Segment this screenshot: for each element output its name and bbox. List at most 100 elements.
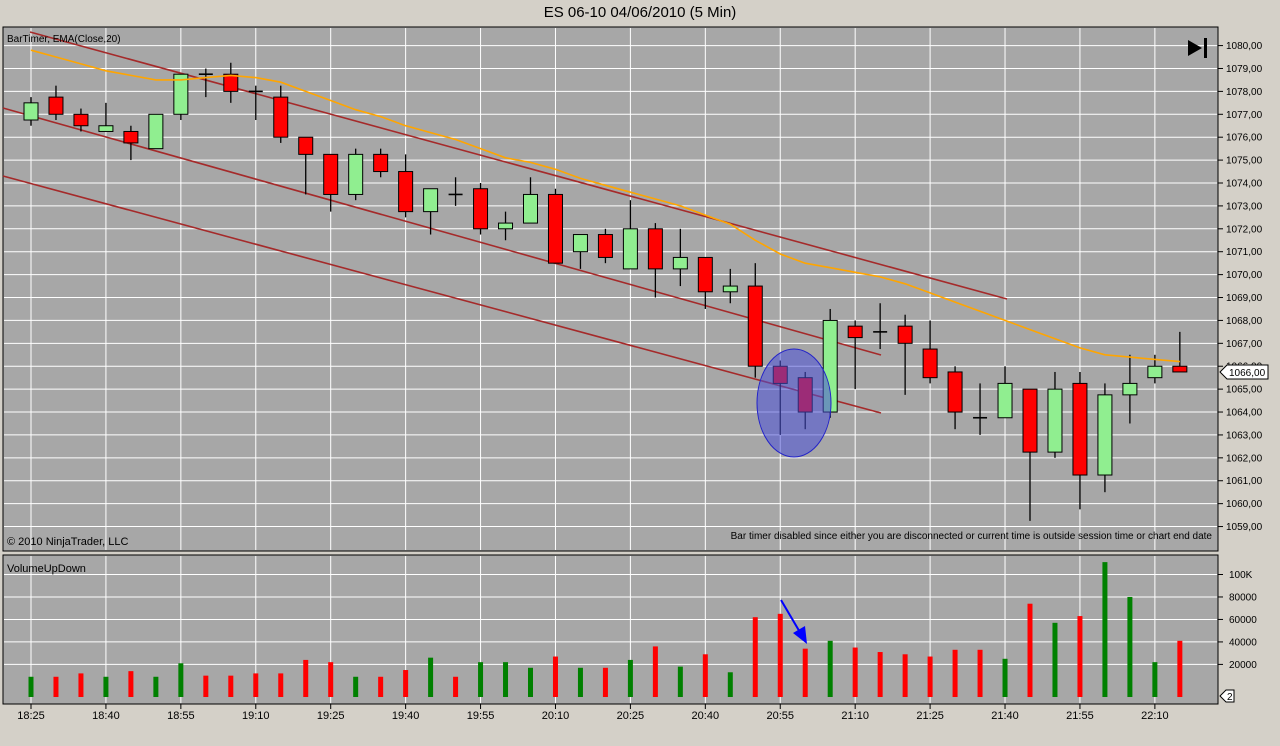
- volume-last-marker: 2: [1219, 689, 1235, 703]
- candle-down: [897, 325, 913, 344]
- regression-channel: [2, 31, 1008, 414]
- candle-down: [847, 325, 863, 339]
- candle-up: [1047, 388, 1063, 453]
- price-tick-label: 1070,00: [1226, 270, 1263, 281]
- volume-bar-down: [1177, 640, 1183, 697]
- time-tick-label: 20:25: [617, 710, 645, 722]
- candle-down: [697, 256, 713, 293]
- chart-window-title: ES 06-10 04/06/2010 (5 Min): [543, 4, 737, 21]
- volume-bar-down: [877, 652, 883, 697]
- volume-bar-down: [927, 656, 933, 697]
- player-end-icon[interactable]: [1188, 38, 1207, 58]
- volume-bar-up: [1052, 622, 1058, 697]
- volume-tick-label: 40000: [1229, 637, 1257, 648]
- chart-canvas[interactable]: 1080,00 1079,00 1078,00 1077,00 1076,00 1075,…: [0, 26, 1280, 746]
- price-tick-label: 1075,00: [1226, 156, 1263, 167]
- volume-bar-down: [802, 648, 808, 697]
- candle-up: [23, 102, 39, 121]
- volume-bar-down: [702, 654, 708, 697]
- volume-bar-down: [952, 649, 958, 697]
- volume-tick-label: 60000: [1229, 615, 1257, 626]
- time-tick-label: 20:10: [542, 710, 570, 722]
- volume-bar-down: [1027, 603, 1033, 697]
- time-axis: 18:25 18:40 18:55 19:10 19:25 19:40 19:55 20:10…: [17, 704, 1169, 722]
- price-tick-label: 1059,00: [1226, 522, 1263, 533]
- volume-axis: 100K 80000 60000 40000 20000: [1218, 570, 1257, 671]
- volume-panel[interactable]: [2, 554, 1219, 705]
- candle-up: [348, 153, 364, 195]
- candle-down: [73, 113, 89, 127]
- time-tick-label: 21:10: [841, 710, 869, 722]
- candle-up: [98, 125, 114, 132]
- candle-down: [547, 193, 563, 264]
- volume-bar-down: [203, 675, 209, 697]
- time-tick-label: 18:40: [92, 710, 120, 722]
- time-tick-label: 19:40: [392, 710, 420, 722]
- time-tick-label: 19:25: [317, 710, 345, 722]
- candle-down: [48, 96, 64, 115]
- candle-down: [373, 153, 389, 173]
- volume-bar-down: [253, 673, 259, 697]
- volume-bar-down: [902, 654, 908, 697]
- volume-bar-down: [303, 659, 309, 697]
- volume-bar-up: [627, 659, 633, 697]
- volume-bar-down: [977, 649, 983, 697]
- candle-up: [173, 73, 189, 115]
- price-axis: 1080,00 1079,00 1078,00 1077,00 1076,00 1075,…: [1218, 41, 1263, 533]
- price-tick-label: 1063,00: [1226, 430, 1263, 441]
- candle-up: [498, 222, 514, 230]
- candle-down: [747, 285, 763, 367]
- volume-bar-down: [777, 613, 783, 697]
- candle-up: [722, 285, 738, 293]
- volume-bar-up: [528, 667, 533, 697]
- candle-down: [922, 348, 938, 379]
- price-tick-label: 1072,00: [1226, 224, 1263, 235]
- volume-bar-down: [78, 673, 84, 697]
- volume-bar-up: [1127, 596, 1133, 697]
- price-tick-label: 1076,00: [1226, 133, 1263, 144]
- volume-bar-up: [677, 666, 683, 697]
- volume-bar-up: [28, 676, 34, 697]
- volume-bar-up: [503, 662, 509, 697]
- volume-bar-up: [153, 676, 159, 697]
- candle-up: [523, 193, 538, 224]
- volume-bar-down: [602, 667, 608, 697]
- volume-bar-up: [577, 667, 583, 697]
- volume-bar-up: [103, 676, 109, 697]
- volume-tick-label: 100K: [1229, 570, 1253, 581]
- highlight-ellipse: [756, 348, 832, 458]
- price-tick-label: 1065,00: [1226, 385, 1263, 396]
- time-tick-label: 20:40: [692, 710, 720, 722]
- volume-bar-up: [353, 676, 359, 697]
- volume-bar-up: [1152, 662, 1158, 697]
- volume-bar-down: [228, 675, 234, 697]
- volume-bar-up: [727, 672, 733, 697]
- channel-lower-line: [2, 175, 882, 414]
- volume-bar-down: [1077, 616, 1083, 697]
- candle-up: [997, 382, 1013, 419]
- volume-bar-up: [178, 663, 184, 697]
- candle-down: [647, 228, 663, 270]
- candle-down: [323, 153, 339, 195]
- volume-bar-up: [1002, 658, 1008, 697]
- candle-down: [398, 171, 414, 213]
- volume-tick-label: 80000: [1229, 592, 1257, 603]
- volume-bar-down: [278, 673, 284, 697]
- volume-bar-down: [752, 617, 758, 697]
- time-tick-label: 22:10: [1141, 710, 1169, 722]
- price-panel-label: BarTimer, EMA(Close,20): [7, 34, 121, 45]
- time-tick-label: 18:25: [17, 710, 45, 722]
- time-tick-label: 20:55: [766, 710, 794, 722]
- volume-bar-down: [652, 646, 658, 697]
- price-tick-label: 1073,00: [1226, 201, 1263, 212]
- volume-bar-down: [403, 670, 409, 697]
- candle-down: [298, 136, 314, 155]
- candle-up: [1147, 365, 1163, 379]
- candle-up: [672, 256, 688, 270]
- candle-up: [1097, 394, 1113, 476]
- volume-bar-down: [328, 662, 334, 697]
- candle-up: [622, 228, 638, 270]
- volume-bar-down: [128, 671, 134, 697]
- volume-bar-up: [1102, 562, 1108, 697]
- ema-line: [30, 49, 1180, 363]
